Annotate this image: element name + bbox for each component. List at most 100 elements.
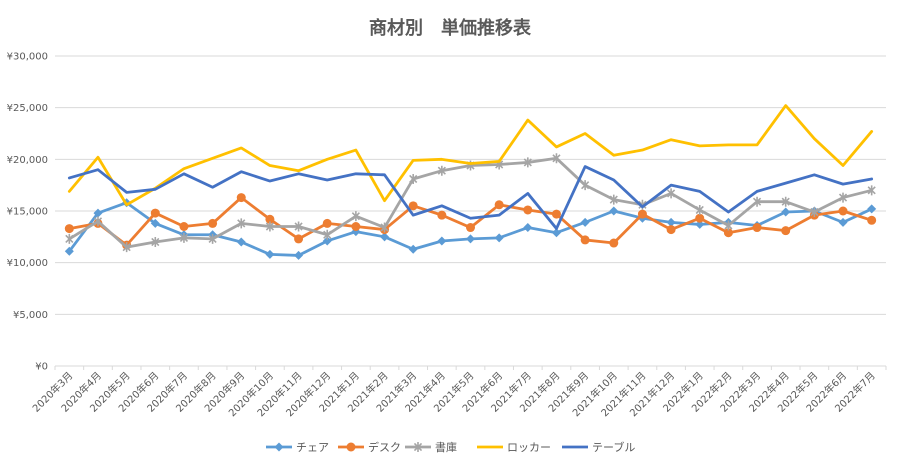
legend-item: テーブル — [562, 440, 635, 454]
data-point — [179, 232, 189, 243]
data-point — [351, 211, 360, 222]
data-point — [323, 229, 332, 240]
data-point — [65, 233, 74, 244]
data-point — [838, 206, 848, 216]
data-point — [494, 200, 504, 210]
data-point — [723, 228, 733, 238]
data-point — [122, 242, 131, 253]
data-point — [666, 188, 676, 199]
gridlines — [55, 55, 886, 367]
data-point — [580, 235, 590, 245]
data-point — [781, 196, 790, 207]
data-point — [208, 233, 217, 244]
data-point — [294, 250, 304, 260]
data-point — [150, 208, 160, 218]
data-point — [867, 204, 877, 214]
data-point — [523, 223, 533, 233]
data-point — [409, 173, 418, 184]
data-point — [265, 221, 275, 232]
data-point — [781, 207, 791, 217]
data-point — [437, 165, 446, 176]
data-point — [150, 218, 160, 228]
legend-item: チェア — [266, 441, 329, 454]
data-point — [237, 218, 246, 229]
legend-label: テーブル — [592, 440, 635, 454]
data-point — [637, 209, 647, 219]
data-point — [551, 228, 561, 238]
y-tick-label: ¥0 — [35, 362, 48, 373]
data-point — [867, 215, 877, 225]
legend-label: ロッカー — [507, 441, 551, 454]
chart-title: 商材別 単価推移表 — [369, 17, 532, 39]
data-point — [265, 214, 275, 224]
data-point — [523, 205, 533, 215]
data-point — [466, 223, 475, 233]
data-point — [413, 442, 423, 452]
data-point — [609, 206, 619, 216]
y-tick-label: ¥30,000 — [7, 52, 48, 63]
data-point — [437, 210, 447, 220]
data-point — [580, 217, 590, 227]
y-tick-label: ¥25,000 — [7, 103, 48, 114]
legend-label: デスク — [368, 440, 401, 454]
data-point — [64, 224, 74, 234]
data-point — [724, 220, 733, 231]
data-point — [523, 157, 532, 168]
data-point — [179, 222, 189, 231]
data-point — [838, 217, 848, 227]
data-point — [551, 209, 561, 219]
data-point — [236, 237, 246, 247]
series-4 — [67, 165, 874, 230]
data-point — [380, 232, 390, 242]
data-point — [236, 193, 246, 203]
legend-label: 書庫 — [435, 440, 457, 454]
series-line — [67, 165, 874, 230]
data-point — [810, 207, 819, 218]
data-point — [322, 236, 332, 246]
data-point — [838, 192, 848, 203]
data-point — [408, 244, 418, 254]
legend-item: 書庫 — [405, 440, 457, 454]
data-point — [294, 234, 304, 244]
data-point — [346, 442, 356, 452]
data-point — [609, 238, 619, 248]
y-axis: ¥0 ¥5,000 ¥10,000 ¥15,000 ¥20,000 ¥25,000 ¥30,… — [7, 52, 48, 373]
series-1 — [64, 193, 877, 250]
data-point — [695, 204, 704, 215]
data-point — [552, 153, 561, 164]
data-point — [265, 249, 275, 259]
data-point — [494, 233, 504, 243]
data-point — [666, 217, 676, 227]
data-point — [437, 236, 447, 246]
y-tick-label: ¥10,000 — [7, 258, 48, 269]
data-point — [274, 442, 284, 452]
data-point — [151, 237, 160, 247]
series-0 — [64, 198, 877, 260]
data-point — [752, 223, 762, 233]
data-point — [609, 194, 618, 205]
data-point — [408, 201, 418, 211]
series-3 — [67, 104, 874, 207]
series-2 — [65, 153, 876, 253]
legend-label: チェア — [296, 441, 329, 454]
data-point — [867, 185, 876, 196]
data-point — [666, 225, 676, 235]
data-point — [64, 246, 74, 256]
data-point — [294, 221, 303, 232]
y-tick-label: ¥20,000 — [7, 155, 48, 166]
data-point — [581, 180, 590, 191]
y-tick-label: ¥15,000 — [7, 207, 48, 218]
y-tick-label: ¥5,000 — [13, 310, 48, 321]
data-point — [322, 218, 332, 228]
data-point — [752, 196, 762, 207]
series-line — [67, 104, 874, 207]
data-point — [351, 222, 361, 231]
legend: チェア デスク 書庫 ロッカー テーブル — [266, 440, 635, 454]
data-point — [93, 208, 103, 218]
series-group — [64, 104, 877, 260]
legend-item: ロッカー — [477, 441, 551, 454]
data-point — [695, 213, 705, 223]
